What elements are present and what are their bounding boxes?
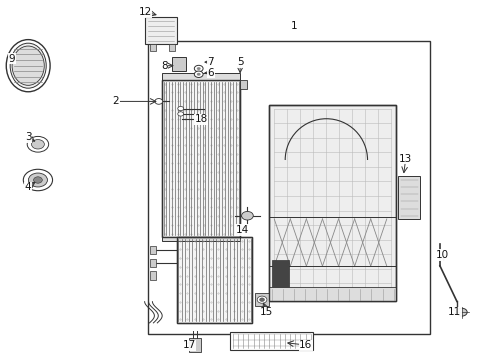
Bar <box>150 258 156 267</box>
Ellipse shape <box>12 46 44 85</box>
Bar <box>150 44 156 51</box>
Bar <box>230 332 313 350</box>
Bar <box>172 58 186 71</box>
Bar <box>162 80 240 237</box>
Text: 1: 1 <box>291 21 297 31</box>
Text: 6: 6 <box>208 68 214 78</box>
Bar <box>162 80 240 237</box>
Circle shape <box>28 173 48 187</box>
Ellipse shape <box>10 43 46 88</box>
Text: 17: 17 <box>182 340 196 350</box>
Circle shape <box>457 308 467 316</box>
Text: 2: 2 <box>113 96 119 107</box>
Bar <box>150 246 156 254</box>
Text: 7: 7 <box>208 57 214 67</box>
Circle shape <box>33 177 42 183</box>
Circle shape <box>31 140 45 149</box>
Text: 11: 11 <box>448 307 461 317</box>
Bar <box>189 338 201 352</box>
Text: 8: 8 <box>161 61 168 71</box>
Bar <box>272 260 289 287</box>
Bar <box>162 73 240 80</box>
Circle shape <box>178 112 184 116</box>
Bar <box>270 287 396 301</box>
Text: 5: 5 <box>237 57 244 67</box>
Circle shape <box>197 73 201 76</box>
Text: 4: 4 <box>25 182 31 192</box>
Text: 15: 15 <box>260 307 273 317</box>
Bar <box>147 41 430 334</box>
Bar <box>177 237 252 323</box>
Circle shape <box>242 211 253 220</box>
Bar <box>255 293 270 306</box>
Circle shape <box>24 169 52 191</box>
Circle shape <box>195 71 203 77</box>
Bar <box>150 271 156 280</box>
Bar <box>240 80 247 89</box>
Text: 18: 18 <box>195 114 208 124</box>
Ellipse shape <box>6 40 50 92</box>
Text: 13: 13 <box>399 154 413 163</box>
Circle shape <box>260 298 265 301</box>
Text: 3: 3 <box>25 132 31 142</box>
Circle shape <box>27 136 49 152</box>
Bar <box>270 105 396 301</box>
Text: 14: 14 <box>236 225 249 235</box>
Circle shape <box>257 296 267 303</box>
Bar <box>270 105 396 301</box>
Circle shape <box>404 183 416 192</box>
Bar <box>177 237 252 323</box>
Circle shape <box>195 65 203 72</box>
Text: 16: 16 <box>299 340 313 350</box>
Bar <box>145 18 177 44</box>
Circle shape <box>178 107 184 111</box>
Circle shape <box>155 99 163 104</box>
Bar <box>398 176 420 219</box>
Text: 10: 10 <box>436 250 449 260</box>
Bar <box>162 237 240 241</box>
Text: 12: 12 <box>139 7 152 17</box>
Circle shape <box>197 67 201 70</box>
Text: 9: 9 <box>9 54 15 64</box>
Bar <box>170 44 175 51</box>
